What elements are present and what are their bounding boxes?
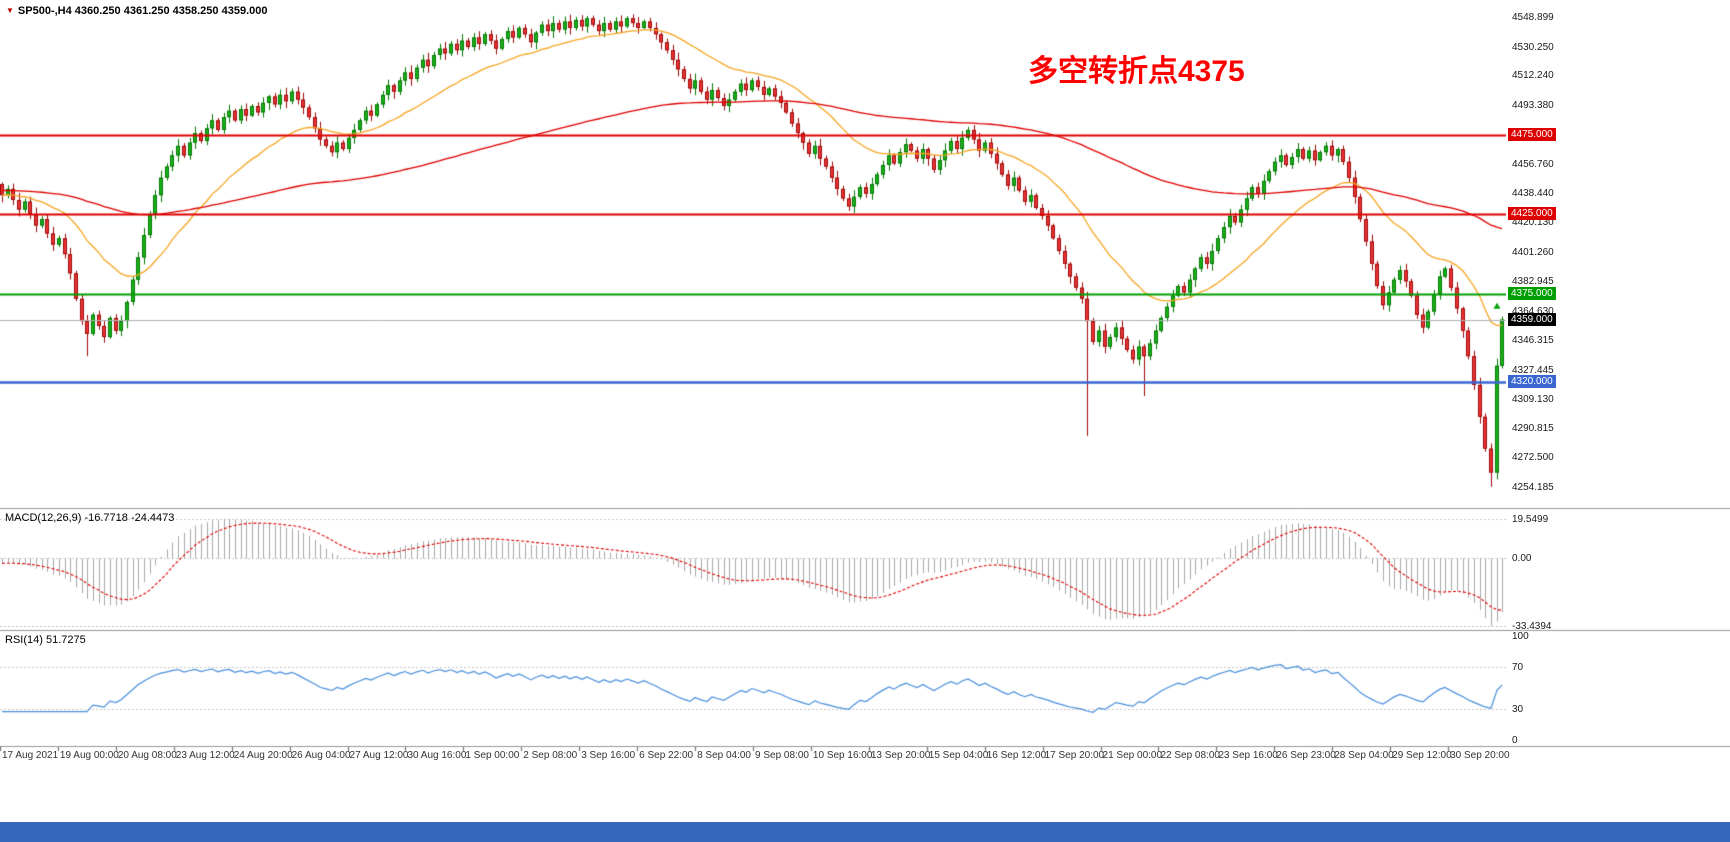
price-axis-label: 4364.630 (1512, 305, 1554, 317)
price-axis-label: 4382.945 (1512, 276, 1554, 288)
price-axis-label: 4438.440 (1512, 187, 1554, 199)
time-axis-label: 22 Sep 08:00 (1160, 750, 1220, 761)
time-axis-label: 17 Sep 20:00 (1044, 750, 1105, 761)
time-axis-label: 27 Aug 12:00 (349, 750, 409, 761)
price-tag-4475.000: 4475.000 (1508, 127, 1556, 141)
price-tag-4375.000: 4375.000 (1508, 287, 1556, 301)
price-axis-label: 4272.500 (1512, 452, 1554, 464)
chart-symbol-icon: ▼ (6, 6, 14, 15)
time-axis-label: 23 Sep 16:00 (1218, 750, 1278, 761)
rsi-axis-label: 100 (1512, 631, 1529, 643)
price-axis-label: 4290.815 (1512, 423, 1554, 435)
price-tag-4359.000: 4359.000 (1508, 312, 1556, 326)
time-axis-label: 26 Sep 23:00 (1276, 750, 1336, 761)
time-axis-label: 9 Sep 08:00 (755, 750, 809, 761)
rsi-axis-label: 70 (1512, 662, 1524, 674)
time-axis-label: 15 Sep 04:00 (928, 750, 989, 761)
rsi-header: RSI(14) 51.7275 (5, 634, 86, 646)
symbol-ohlc-text: SP500-,H4 4360.250 4361.250 4358.250 435… (17, 5, 268, 17)
time-axis-label: 29 Sep 12:00 (1392, 750, 1452, 761)
price-axis-label: 4530.250 (1512, 41, 1554, 53)
time-axis-label: 17 Aug 2021 (2, 750, 59, 761)
time-axis-label: 24 Aug 20:00 (233, 750, 293, 761)
price-tag-4425.000: 4425.000 (1508, 207, 1556, 221)
time-axis-label: 13 Sep 20:00 (870, 750, 931, 761)
time-axis-label: 28 Sep 04:00 (1334, 750, 1394, 761)
time-axis-label: 21 Sep 00:00 (1102, 750, 1163, 761)
macd-axis-label: -33.4394 (1512, 621, 1552, 633)
time-axis-label: 1 Sep 00:00 (465, 750, 520, 761)
time-axis-label: 30 Aug 16:00 (407, 750, 467, 761)
price-axis-label: 4327.445 (1512, 364, 1554, 376)
macd-axis-label: 19.5499 (1512, 513, 1549, 525)
time-axis-label: 19 Aug 00:00 (59, 750, 119, 761)
price-axis-label: 4401.260 (1512, 247, 1554, 259)
rsi-axis-label: 30 (1512, 703, 1524, 715)
taskbar[interactable] (0, 822, 1730, 842)
time-axis-label: 23 Aug 12:00 (175, 750, 235, 761)
time-axis-label: 16 Sep 12:00 (986, 750, 1047, 761)
price-axis-label: 4420.130 (1512, 217, 1554, 229)
time-axis-label: 26 Aug 04:00 (291, 750, 351, 761)
time-axis-label: 20 Aug 08:00 (117, 750, 177, 761)
macd-axis-label: 0.00 (1512, 553, 1532, 565)
symbol-header: ▼ SP500-,H4 4360.250 4361.250 4358.250 43… (6, 5, 267, 17)
chart-canvas[interactable] (0, 0, 1730, 766)
price-axis-label: 4456.760 (1512, 158, 1554, 170)
price-axis-label: 4254.185 (1512, 481, 1554, 493)
price-axis-label: 4346.315 (1512, 334, 1554, 346)
time-axis-label: 10 Sep 16:00 (812, 750, 873, 761)
time-axis-label: 6 Sep 22:00 (639, 750, 694, 761)
price-axis-label: 4512.240 (1512, 70, 1554, 82)
price-tag-4320.000: 4320.000 (1508, 374, 1556, 388)
time-axis-label: 3 Sep 16:00 (581, 750, 636, 761)
time-axis-label: 2 Sep 08:00 (523, 750, 578, 761)
rsi-axis-label: 0 (1512, 734, 1518, 746)
price-axis-label: 4309.130 (1512, 394, 1554, 406)
time-axis-label: 30 Sep 20:00 (1450, 750, 1510, 761)
time-axis-label: 8 Sep 04:00 (697, 750, 751, 761)
price-annotation: 多空转折点4375 (1028, 55, 1245, 88)
macd-header: MACD(12,26,9) -16.7718 -24.4473 (5, 512, 175, 524)
price-axis-label: 4548.899 (1512, 11, 1554, 23)
price-axis-label: 4493.380 (1512, 100, 1554, 112)
